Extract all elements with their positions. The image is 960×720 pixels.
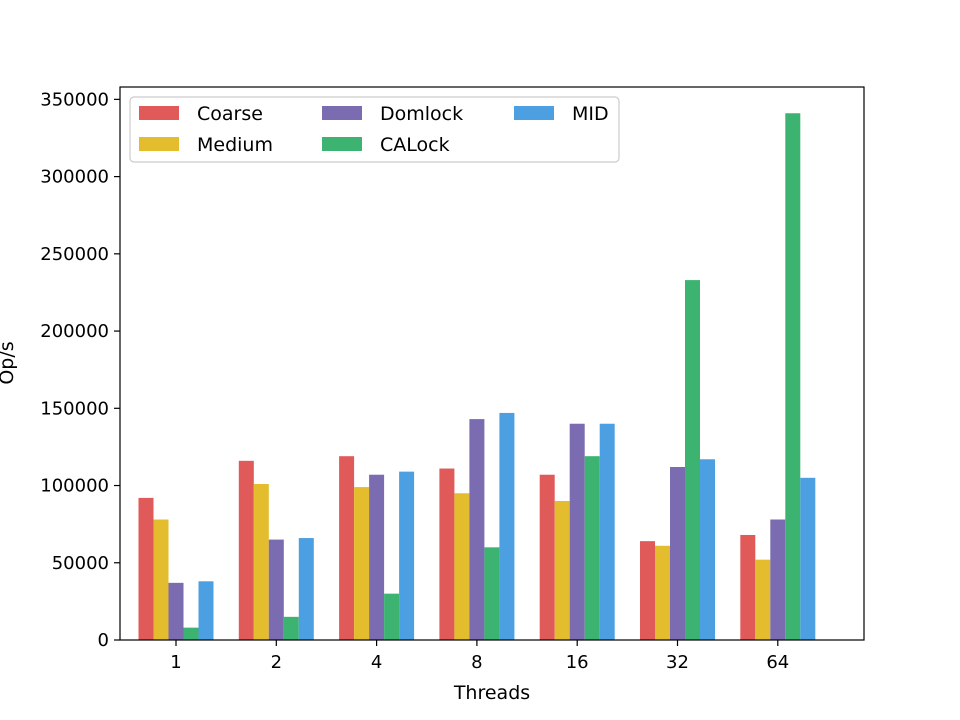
- bar-domlock-32: [670, 466, 685, 640]
- bar-coarse-1: [138, 497, 154, 640]
- bar-calock-4: [384, 593, 400, 640]
- bar-calock-32: [685, 280, 700, 640]
- legend-label-calock: CALock: [380, 134, 450, 156]
- bar-coarse-8: [439, 468, 455, 640]
- bar-calock-64: [785, 113, 801, 640]
- bar-mid-2: [298, 538, 314, 640]
- y-axis: 0 50000 100000 150000 200000 250000 300000 3500…: [40, 89, 120, 651]
- y-tick-label: 200000: [40, 321, 109, 342]
- y-tick-label: 350000: [40, 89, 109, 110]
- legend-swatch-calock: [322, 137, 362, 151]
- bar-coarse-4: [339, 456, 355, 640]
- x-tick-label: 64: [766, 652, 789, 673]
- y-tick-label: 50000: [52, 553, 109, 574]
- bar-medium-8: [454, 493, 470, 640]
- bar-calock-1: [183, 627, 199, 640]
- bar-coarse-16: [539, 474, 555, 640]
- bar-domlock-2: [268, 539, 284, 640]
- x-tick-label: 4: [371, 652, 382, 673]
- bar-mid-64: [800, 477, 816, 640]
- plot-frame: [119, 86, 865, 641]
- bar-medium-32: [655, 545, 670, 640]
- legend-label-medium: Medium: [197, 134, 273, 156]
- legend: Coarse Medium Domlock CALock MID: [129, 96, 620, 163]
- bar-calock-16: [584, 456, 600, 640]
- legend-label-coarse: Coarse: [197, 103, 263, 125]
- bar-domlock-4: [369, 474, 385, 640]
- y-tick-label: 100000: [40, 476, 109, 497]
- y-tick-label: 250000: [40, 244, 109, 265]
- x-tick-label: 32: [666, 652, 689, 673]
- y-tick-label: 300000: [40, 167, 109, 188]
- bar-medium-4: [354, 487, 370, 640]
- bar-calock-8: [484, 547, 500, 640]
- bar-mid-1: [198, 581, 214, 640]
- legend-label-domlock: Domlock: [380, 103, 463, 125]
- x-tick-label: 1: [170, 652, 181, 673]
- bar-domlock-1: [168, 582, 184, 640]
- bars-layer: [138, 113, 816, 640]
- bar-medium-1: [153, 519, 169, 640]
- bar-coarse-32: [640, 541, 655, 640]
- legend-label-mid: MID: [572, 103, 609, 125]
- bar-coarse-64: [740, 534, 756, 640]
- bar-coarse-2: [238, 460, 254, 640]
- legend-swatch-medium: [139, 137, 179, 151]
- bar-mid-32: [700, 459, 715, 640]
- x-tick-label: 2: [271, 652, 282, 673]
- legend-swatch-coarse: [139, 106, 179, 120]
- x-axis-label: Threads: [453, 682, 530, 704]
- bar-medium-16: [554, 500, 570, 640]
- bar-mid-4: [399, 471, 415, 640]
- x-tick-label: 8: [471, 652, 482, 673]
- legend-box: [129, 96, 620, 163]
- bar-domlock-64: [770, 519, 786, 640]
- legend-swatch-domlock: [322, 106, 362, 120]
- bar-medium-64: [755, 559, 771, 640]
- legend-swatch-mid: [514, 106, 554, 120]
- bar-domlock-8: [469, 419, 485, 640]
- y-tick-label: 150000: [40, 398, 109, 419]
- bar-mid-8: [499, 412, 515, 640]
- y-tick-label: 0: [98, 630, 109, 651]
- bar-domlock-16: [569, 423, 585, 640]
- y-axis-label: Op/s: [0, 341, 18, 384]
- bar-calock-2: [283, 616, 299, 640]
- bar-mid-16: [599, 423, 615, 640]
- x-axis: 1 2 4 8 16 32 64: [170, 640, 789, 673]
- x-tick-label: 16: [566, 652, 589, 673]
- bar-medium-2: [253, 483, 269, 640]
